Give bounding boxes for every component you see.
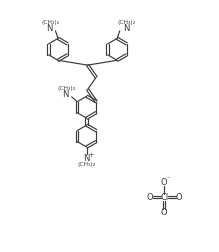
Text: O: O (146, 193, 153, 202)
Text: (CH₃)₂: (CH₃)₂ (78, 162, 96, 167)
Text: ⁻: ⁻ (167, 176, 170, 182)
Text: N: N (123, 24, 129, 33)
Text: +: + (89, 152, 94, 158)
Text: N: N (62, 90, 69, 99)
Text: (CH₃)₂: (CH₃)₂ (58, 86, 76, 91)
Text: N: N (46, 24, 53, 33)
Text: Cl: Cl (160, 193, 168, 202)
Text: O: O (161, 178, 168, 187)
Text: (CH₃)₂: (CH₃)₂ (41, 20, 60, 25)
Text: O: O (176, 193, 182, 202)
Text: O: O (161, 208, 168, 216)
Text: N: N (83, 154, 90, 163)
Text: (CH₃)₂: (CH₃)₂ (118, 20, 136, 25)
